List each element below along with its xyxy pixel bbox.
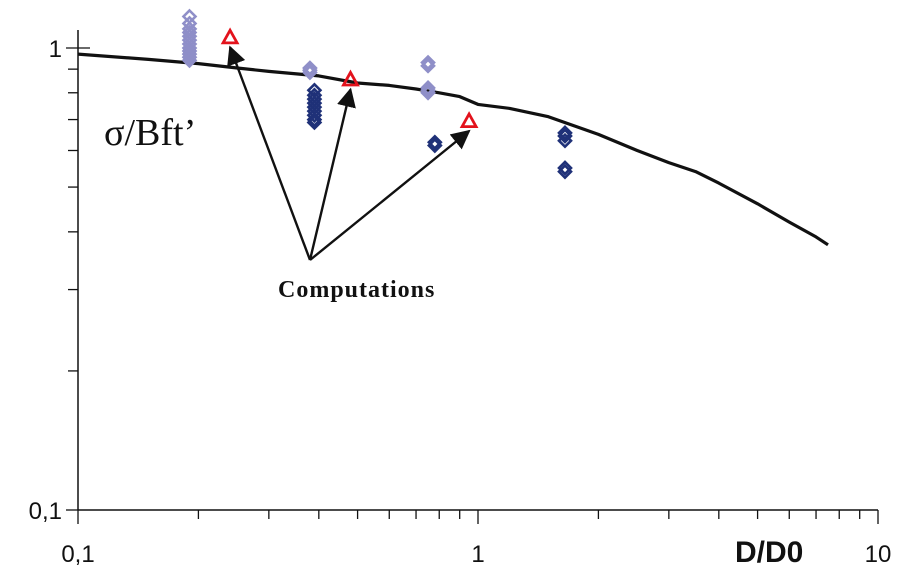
light-data-point <box>420 57 436 74</box>
computation-point <box>341 69 360 87</box>
y-tick-label: 1 <box>49 36 62 63</box>
annotation-arrow <box>308 87 356 261</box>
light-data-point <box>420 54 436 71</box>
light-data-point <box>302 60 318 76</box>
x-tick-label: 10 <box>865 541 892 568</box>
dark-data-point <box>306 107 323 124</box>
x-axis-label: D/D0 <box>735 536 803 569</box>
light-data-point <box>181 49 198 66</box>
light-data-point <box>302 62 318 79</box>
computation-point <box>220 27 240 45</box>
fit-curve-group <box>77 52 829 247</box>
light-data-point <box>181 46 198 62</box>
computations-annotation: Computations <box>278 277 435 303</box>
dark-data-point <box>557 160 573 176</box>
y-axis-label: σ/Bft’ <box>104 112 196 154</box>
fit-curve-line <box>77 52 829 247</box>
x-tick-label: 1 <box>471 541 484 568</box>
light-data-point <box>181 43 198 59</box>
light-data-point <box>420 84 436 101</box>
dark-data-point <box>557 125 573 141</box>
dark-data-point <box>426 137 443 154</box>
dark-data-point <box>426 134 443 151</box>
data-points-group <box>181 8 573 180</box>
annotation-arrow <box>309 129 471 261</box>
light-data-point <box>181 52 198 69</box>
dark-data-point <box>306 111 323 128</box>
dark-data-point <box>557 128 573 144</box>
dark-data-point <box>557 163 573 180</box>
light-data-point <box>302 64 318 81</box>
dark-data-point <box>306 114 323 131</box>
dark-data-point <box>557 132 573 149</box>
light-data-point <box>420 79 436 96</box>
annotation-arrows <box>227 45 471 261</box>
annotation-arrow <box>227 45 312 261</box>
chart-axes <box>77 30 878 511</box>
x-tick-label: 0,1 <box>61 541 94 568</box>
computation-point <box>459 111 479 129</box>
light-data-point <box>420 82 436 99</box>
y-tick-label: 0,1 <box>29 498 62 525</box>
chart-tick-labels: 0,1 1 10 0,1 1 <box>29 36 892 568</box>
chart-ticks <box>66 47 879 524</box>
